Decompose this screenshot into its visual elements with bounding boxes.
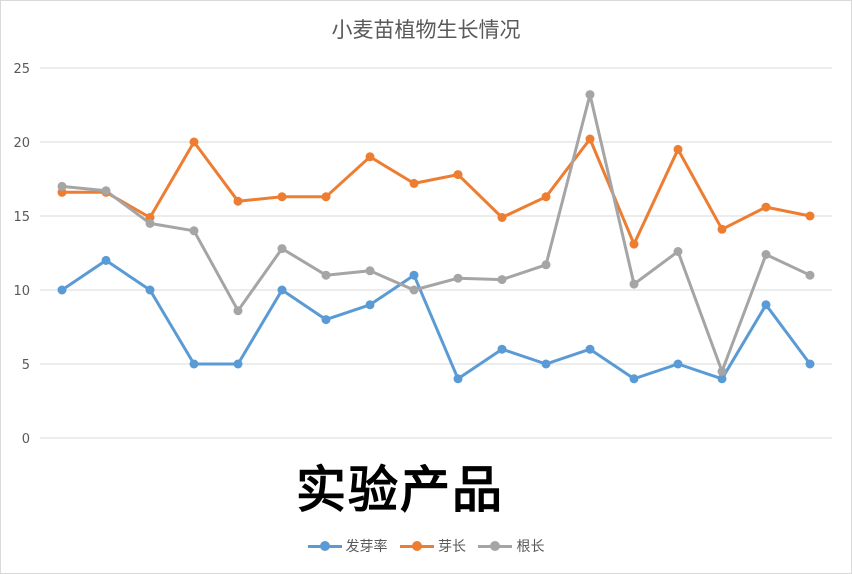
data-point <box>629 279 639 289</box>
y-tick-label: 0 <box>22 432 30 447</box>
data-point <box>453 170 463 180</box>
data-point <box>629 374 639 384</box>
y-tick-label: 25 <box>13 62 30 77</box>
legend-label: 芽长 <box>438 539 466 555</box>
data-point <box>57 181 67 191</box>
data-point <box>145 218 155 228</box>
data-point <box>189 137 199 147</box>
data-point <box>629 239 639 249</box>
data-point <box>673 144 683 154</box>
watermark-text: 实验产品 <box>296 461 504 519</box>
data-point <box>365 152 375 162</box>
data-point <box>409 285 419 295</box>
data-point <box>365 266 375 276</box>
data-point <box>497 213 507 222</box>
y-tick-label: 10 <box>13 284 30 299</box>
data-point <box>277 192 287 202</box>
data-point <box>541 192 551 202</box>
data-point <box>365 300 375 310</box>
data-point <box>57 285 67 295</box>
data-point <box>805 211 815 221</box>
data-point <box>409 178 419 188</box>
data-point <box>233 196 243 206</box>
data-point <box>233 359 243 369</box>
data-point <box>805 270 815 280</box>
data-point <box>321 315 331 325</box>
data-point <box>321 270 331 280</box>
data-point <box>805 359 815 369</box>
data-point <box>717 366 727 376</box>
data-point <box>761 300 771 310</box>
legend-item: 发芽率 <box>307 536 388 556</box>
legend-swatch <box>400 540 434 552</box>
y-tick-label: 15 <box>13 210 30 225</box>
chart-title: 小麦苗植物生长情况 <box>331 18 521 42</box>
data-point <box>585 90 595 100</box>
data-point <box>453 374 463 384</box>
data-point <box>541 260 551 270</box>
data-point <box>585 134 595 144</box>
data-point <box>453 273 463 283</box>
legend-swatch <box>478 540 513 552</box>
data-point <box>673 247 683 256</box>
legend: 发芽率 芽长 根长 <box>0 536 852 556</box>
data-point <box>497 344 507 354</box>
series-line <box>60 93 812 373</box>
data-point <box>717 224 727 234</box>
data-point <box>189 359 199 369</box>
y-tick-label: 20 <box>13 136 30 151</box>
data-point <box>497 275 507 285</box>
data-point <box>585 344 595 354</box>
data-point <box>101 255 111 265</box>
data-point <box>717 374 727 384</box>
series-line <box>60 258 812 381</box>
data-point <box>321 192 331 202</box>
y-tick-label: 5 <box>22 358 30 373</box>
data-point <box>409 270 419 280</box>
legend-item: 根长 <box>478 536 544 556</box>
series-lines <box>60 93 812 381</box>
data-point <box>541 359 551 369</box>
legend-label: 发芽率 <box>345 539 388 555</box>
data-point <box>189 226 199 236</box>
data-point <box>101 186 111 196</box>
series-points <box>57 90 815 384</box>
gridlines <box>40 67 832 439</box>
data-point <box>761 250 771 259</box>
data-point <box>145 285 155 295</box>
series-line <box>60 137 812 246</box>
y-axis: 0 5 10 15 20 25 <box>13 62 30 447</box>
data-point <box>673 359 683 369</box>
legend-swatch <box>307 540 342 552</box>
legend-label: 根长 <box>516 539 545 555</box>
data-point <box>277 244 287 254</box>
data-point <box>277 285 287 295</box>
legend-item: 芽长 <box>400 536 466 556</box>
data-point <box>233 306 243 316</box>
data-point <box>761 202 771 212</box>
